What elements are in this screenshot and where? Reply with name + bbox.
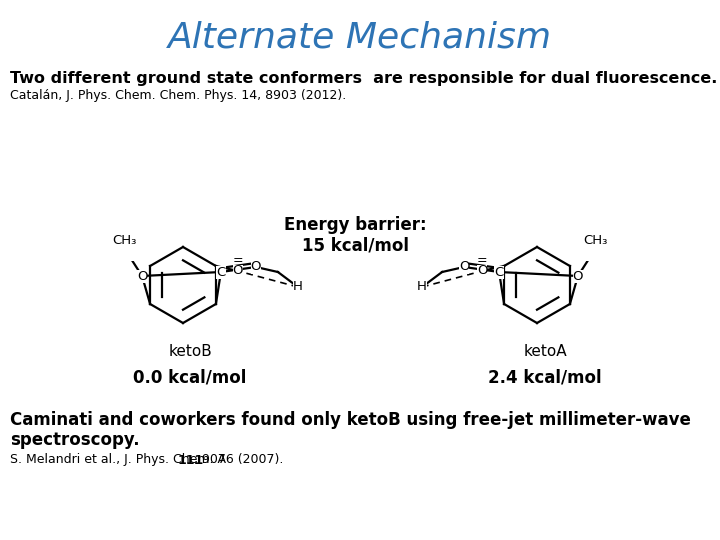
Text: O: O xyxy=(137,269,148,282)
Text: O: O xyxy=(251,260,261,273)
Text: O: O xyxy=(572,269,583,282)
Text: Two different ground state conformers  are responsible for dual fluorescence.: Two different ground state conformers ar… xyxy=(10,71,717,85)
Text: Energy barrier:
15 kcal/mol: Energy barrier: 15 kcal/mol xyxy=(284,215,426,254)
Text: =: = xyxy=(233,254,244,267)
Text: Alternate Mechanism: Alternate Mechanism xyxy=(168,21,552,55)
Text: ketoA: ketoA xyxy=(523,345,567,360)
Text: =: = xyxy=(476,254,487,267)
Text: O: O xyxy=(477,265,487,278)
Text: C: C xyxy=(216,266,225,279)
Text: S. Melandri et al., J. Phys. Chem. A: S. Melandri et al., J. Phys. Chem. A xyxy=(10,454,230,467)
Text: CH₃: CH₃ xyxy=(112,234,136,247)
Text: 2.4 kcal/mol: 2.4 kcal/mol xyxy=(488,369,602,387)
Text: Catalán, J. Phys. Chem. Chem. Phys. 14, 8903 (2012).: Catalán, J. Phys. Chem. Chem. Phys. 14, … xyxy=(10,89,346,102)
Text: spectroscopy.: spectroscopy. xyxy=(10,431,140,449)
Text: H: H xyxy=(417,280,427,294)
Text: Caminati and coworkers found only ketoB using free-jet millimeter-wave: Caminati and coworkers found only ketoB … xyxy=(10,411,691,429)
Text: ketoB: ketoB xyxy=(168,345,212,360)
Text: 111: 111 xyxy=(178,454,204,467)
Text: C: C xyxy=(495,266,504,279)
Text: , 9076 (2007).: , 9076 (2007). xyxy=(194,454,284,467)
Text: O: O xyxy=(233,265,243,278)
Text: CH₃: CH₃ xyxy=(584,234,608,247)
Text: 0.0 kcal/mol: 0.0 kcal/mol xyxy=(133,369,247,387)
Text: O: O xyxy=(459,260,469,273)
Text: H: H xyxy=(293,280,303,294)
